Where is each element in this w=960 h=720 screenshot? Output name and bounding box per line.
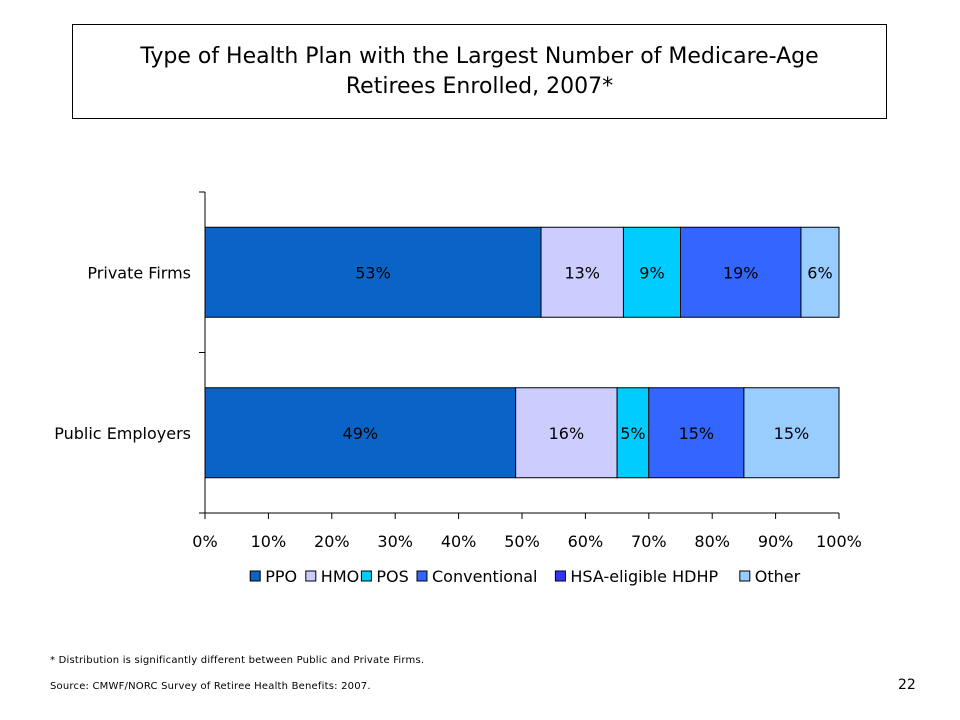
legend-label: Other xyxy=(755,567,801,586)
data-label: 49% xyxy=(343,424,379,443)
legend-label: HSA-eligible HDHP xyxy=(570,567,718,586)
page-number: 22 xyxy=(898,677,916,693)
bar-segment xyxy=(540,226,624,318)
legend-label: HMO xyxy=(321,567,359,586)
data-label: 9% xyxy=(639,263,664,282)
legend-swatch xyxy=(739,570,751,582)
legend-swatch xyxy=(360,570,372,582)
legend-label: Conventional xyxy=(432,567,537,586)
bar-segment xyxy=(743,387,840,479)
x-tick-label: 20% xyxy=(314,532,350,551)
x-tick-label: 80% xyxy=(694,532,730,551)
x-tick-label: 40% xyxy=(441,532,477,551)
data-label: 15% xyxy=(679,424,715,443)
x-tick-label: 10% xyxy=(251,532,287,551)
legend-swatch xyxy=(416,570,428,582)
data-label: 6% xyxy=(807,263,832,282)
bar-segment xyxy=(622,226,682,318)
x-tick-label: 0% xyxy=(192,532,217,551)
data-label: 5% xyxy=(620,424,645,443)
x-tick-label: 90% xyxy=(758,532,794,551)
x-tick-label: 50% xyxy=(504,532,540,551)
legend-label: POS xyxy=(376,567,408,586)
legend-swatch xyxy=(249,570,261,582)
x-tick-label: 60% xyxy=(568,532,604,551)
category-label: Private Firms xyxy=(87,263,191,282)
title-box: Type of Health Plan with the Largest Num… xyxy=(72,24,887,119)
bar-segment xyxy=(800,226,840,318)
data-label: 19% xyxy=(723,263,759,282)
bar-segment xyxy=(204,226,542,318)
data-label: 15% xyxy=(774,424,810,443)
legend-swatch xyxy=(305,570,317,582)
x-tick-label: 100% xyxy=(816,532,862,551)
bar-segment xyxy=(515,387,618,479)
category-label: Public Employers xyxy=(54,424,191,443)
x-tick-label: 70% xyxy=(631,532,667,551)
bar-segment xyxy=(204,387,517,479)
data-label: 13% xyxy=(564,263,600,282)
x-tick-label: 30% xyxy=(377,532,413,551)
source-note: Source: CMWF/NORC Survey of Retiree Heal… xyxy=(50,681,371,692)
legend-swatch xyxy=(554,570,566,582)
data-label: 53% xyxy=(355,263,391,282)
data-label: 16% xyxy=(549,424,585,443)
footnote: * Distribution is significantly differen… xyxy=(50,655,425,666)
legend-label: PPO xyxy=(265,567,297,586)
chart-title: Type of Health Plan with the Largest Num… xyxy=(140,43,819,99)
